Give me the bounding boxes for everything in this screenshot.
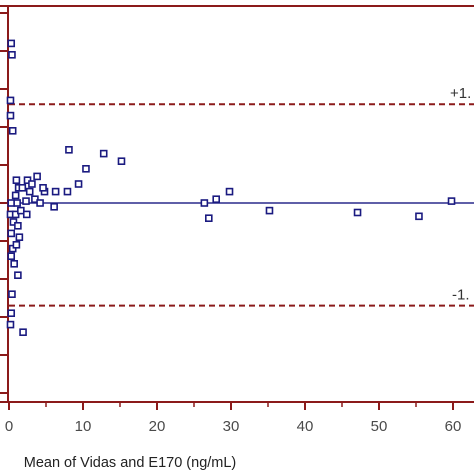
data-point: [17, 206, 25, 215]
data-point: [14, 271, 22, 280]
data-point: [74, 180, 83, 188]
reference-lines: +1. -1.: [9, 85, 474, 307]
x-tick-label: 30: [223, 418, 240, 435]
data-point: [25, 187, 34, 196]
x-axis-title: Mean of Vidas and E170 (ng/mL): [24, 455, 237, 471]
data-point: [6, 96, 15, 105]
upper-limit-label: +1.: [450, 85, 471, 102]
data-point: [18, 184, 27, 192]
data-point: [212, 195, 220, 203]
data-point: [22, 210, 31, 219]
data-point: [415, 212, 423, 221]
x-axis-ticks: 0 10 20 30 40 50 60: [5, 402, 462, 435]
data-point: [265, 206, 274, 215]
data-points: [6, 39, 456, 337]
data-point: [14, 222, 22, 230]
data-point: [82, 165, 90, 173]
x-tick-label: 0: [5, 418, 13, 435]
data-point: [7, 199, 16, 207]
data-point: [19, 328, 27, 337]
data-point: [7, 39, 16, 48]
data-point: [447, 197, 456, 205]
data-point: [8, 290, 16, 299]
plot-frame: [0, 5, 474, 403]
x-tick-label: 10: [75, 418, 92, 435]
data-point: [225, 187, 234, 196]
data-point: [28, 180, 36, 188]
x-tick-label: 40: [297, 418, 314, 435]
data-point: [65, 146, 73, 154]
data-point: [10, 259, 18, 268]
data-point: [353, 208, 362, 217]
data-point: [12, 176, 21, 184]
data-point: [9, 218, 18, 226]
data-point: [117, 157, 126, 165]
data-point: [7, 252, 16, 260]
data-point: [205, 214, 213, 222]
data-point: [63, 187, 72, 196]
data-point: [23, 176, 32, 184]
data-point: [31, 195, 39, 203]
data-point: [39, 184, 47, 192]
data-point: [50, 203, 58, 211]
data-point: [12, 241, 21, 249]
data-point: [7, 229, 16, 238]
x-tick-label: 60: [445, 418, 462, 435]
data-point: [33, 172, 41, 181]
data-point: [8, 127, 17, 135]
data-point: [7, 309, 16, 318]
data-point: [36, 199, 44, 207]
data-point: [6, 320, 15, 329]
data-point: [11, 191, 20, 200]
x-tick-label: 50: [371, 418, 388, 435]
data-point: [200, 199, 209, 207]
data-point: [22, 197, 30, 205]
x-tick-label: 20: [149, 418, 166, 435]
y-axis-ticks: [0, 12, 8, 394]
lower-limit-label: -1.: [452, 287, 470, 304]
data-point: [13, 199, 21, 207]
data-point: [15, 233, 24, 241]
data-point: [99, 149, 108, 158]
data-point: [51, 187, 60, 196]
data-point: [8, 50, 16, 59]
data-point: [6, 111, 15, 120]
